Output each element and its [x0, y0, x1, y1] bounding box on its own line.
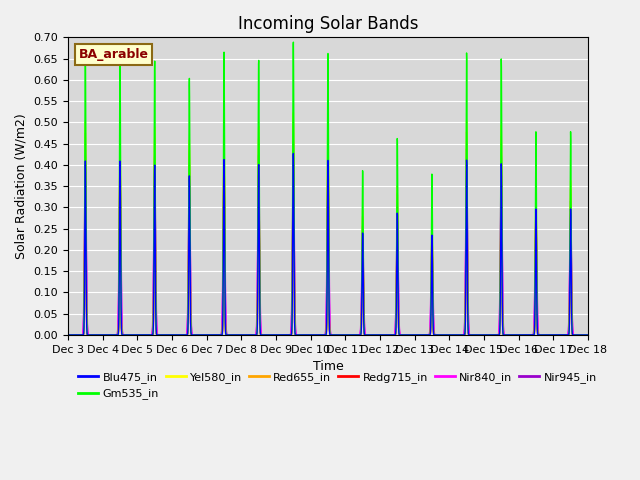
Y-axis label: Solar Radiation (W/m2): Solar Radiation (W/m2) — [15, 113, 28, 259]
Title: Incoming Solar Bands: Incoming Solar Bands — [237, 15, 418, 33]
Legend: Blu475_in, Gm535_in, Yel580_in, Red655_in, Redg715_in, Nir840_in, Nir945_in: Blu475_in, Gm535_in, Yel580_in, Red655_i… — [74, 368, 601, 404]
Text: BA_arable: BA_arable — [79, 48, 148, 61]
X-axis label: Time: Time — [312, 360, 343, 373]
